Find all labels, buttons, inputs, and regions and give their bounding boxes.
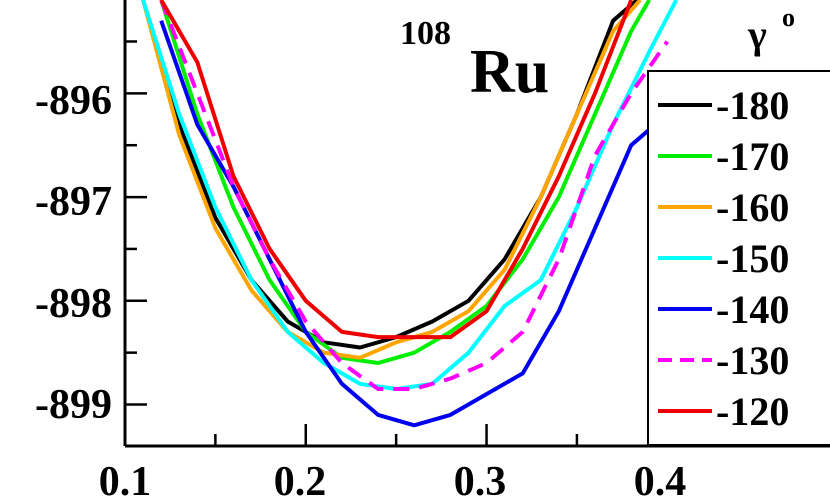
series-line-m120: [159, 0, 634, 340]
x-tick-label: 0.4: [634, 459, 687, 501]
legend-label: -170: [716, 134, 789, 179]
nucleus-element-symbol: Ru: [470, 38, 549, 106]
y-tick-label: -898: [35, 281, 112, 327]
x-tick-label: 0.3: [454, 459, 507, 501]
x-tick-label: 0.1: [99, 459, 152, 501]
series-line-m150: [141, 0, 679, 391]
series-line-m140: [159, 20, 669, 428]
series-line-m160: [141, 0, 642, 360]
legend-label: -160: [716, 185, 789, 230]
legend-label: -120: [716, 389, 789, 434]
legend: -180 -170 -160 -150 -140 -130 -120: [658, 83, 789, 434]
series-line-m130: [159, 0, 669, 391]
legend-title-gamma: γ: [747, 12, 767, 57]
legend-label: -180: [716, 83, 789, 128]
series-group: [141, 0, 679, 428]
legend-label: -140: [716, 287, 789, 332]
legend-title-degree: o: [782, 3, 795, 32]
y-tick-label: -896: [35, 78, 112, 124]
axis-ticks: [123, 40, 669, 446]
series-line-m170: [159, 0, 651, 365]
x-tick-label: 0.2: [274, 459, 327, 501]
nucleus-mass-number: 108: [400, 15, 451, 52]
legend-label: -130: [716, 338, 789, 383]
y-tick-label: -897: [35, 179, 112, 225]
legend-label: -150: [716, 236, 789, 281]
y-tick-label: -899: [35, 382, 112, 428]
